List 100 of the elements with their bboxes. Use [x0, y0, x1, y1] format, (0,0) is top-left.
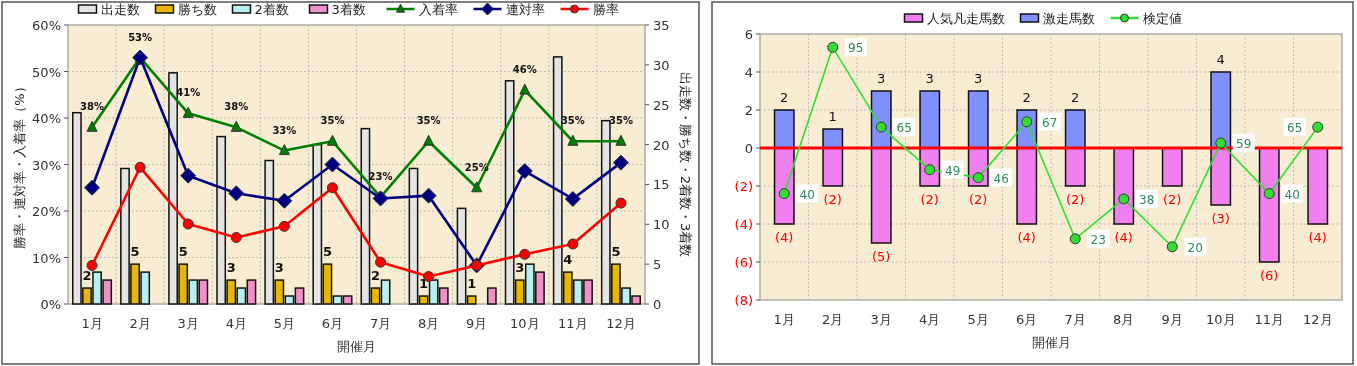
data-label: 65	[896, 121, 912, 136]
bar	[1161, 147, 1183, 187]
point	[230, 120, 242, 132]
bar	[870, 147, 892, 244]
y2-tick-label: 5	[653, 257, 662, 273]
point	[326, 182, 338, 194]
x-tick-label: 1月	[773, 312, 795, 327]
data-label: 23%	[368, 171, 393, 183]
data-label: (4)	[1114, 230, 1133, 245]
data-label: 35%	[608, 115, 633, 127]
data-label: (4)	[1308, 230, 1327, 245]
point	[615, 197, 627, 209]
bar	[1064, 147, 1086, 187]
point	[519, 248, 531, 260]
y-tick-label: 10%	[32, 250, 61, 266]
data-label: 1	[419, 276, 429, 292]
data-label: 4	[1216, 52, 1225, 67]
y-tick-label: (4)	[734, 217, 753, 232]
data-label: 38	[1139, 192, 1155, 207]
x-tick-label: 10月	[1205, 312, 1236, 327]
point	[182, 106, 194, 118]
data-label: 5	[130, 244, 140, 260]
x-tick-label: 12月	[606, 316, 636, 331]
point	[1312, 121, 1324, 133]
point	[86, 120, 98, 132]
data-label: 67	[1042, 115, 1058, 130]
point	[230, 232, 242, 244]
point	[372, 190, 389, 207]
y-tick-label: (2)	[734, 179, 753, 194]
point	[516, 163, 533, 180]
bar	[1258, 147, 1280, 263]
legend-label: 検定値	[1142, 11, 1182, 26]
x-tick-label: 11月	[1254, 312, 1285, 327]
y-axis-title: 勝率・連対率・入着率（%）	[12, 80, 27, 249]
y-tick-label: 20%	[32, 204, 61, 219]
data-label: 46	[993, 171, 1009, 186]
data-label: 59	[1236, 137, 1252, 152]
x-tick-label: 9月	[466, 316, 488, 331]
bar	[773, 109, 795, 149]
data-label: 35%	[320, 115, 345, 127]
y-tick-label: (8)	[734, 293, 753, 308]
point	[778, 188, 790, 200]
point	[134, 161, 146, 173]
y2-tick-label: 25	[653, 97, 670, 113]
y2-tick-label: 15	[653, 177, 670, 193]
point	[326, 134, 338, 146]
data-label: 38%	[224, 101, 249, 113]
legend-label: 入着率	[418, 2, 458, 17]
x-tick-label: 2月	[129, 316, 151, 331]
data-label: (4)	[775, 230, 794, 245]
point	[1166, 241, 1178, 253]
point	[375, 256, 387, 268]
point	[615, 134, 627, 146]
data-label: 2	[370, 268, 381, 284]
data-label: 53%	[128, 31, 153, 43]
data-label: (2)	[920, 192, 939, 207]
point	[324, 156, 341, 173]
data-label: 2	[1071, 90, 1080, 105]
data-label: (2)	[823, 192, 842, 207]
point	[519, 83, 531, 95]
point	[875, 121, 887, 133]
y-tick-label: 4	[744, 65, 753, 80]
bar	[967, 90, 989, 149]
point	[1118, 193, 1130, 205]
y2-tick-label: 0	[653, 297, 662, 312]
y2-axis-title: 出走数・勝ち数・2着数・3着数	[678, 71, 693, 258]
data-label: 49	[945, 163, 961, 178]
point	[612, 154, 629, 171]
point	[228, 185, 245, 202]
bar	[1210, 147, 1232, 206]
point	[1215, 137, 1227, 149]
data-label: 3	[925, 71, 934, 86]
point	[1069, 233, 1081, 245]
data-label: 20	[1187, 240, 1203, 255]
x-tick-label: 5月	[273, 316, 296, 331]
point	[278, 144, 290, 156]
x-tick-label: 5月	[967, 312, 989, 327]
x-tick-label: 8月	[417, 316, 440, 331]
y2-tick-label: 20	[653, 137, 670, 153]
bar	[822, 147, 844, 187]
data-label: (2)	[969, 192, 988, 207]
legend-label: 連対率	[505, 2, 545, 17]
data-label: (2)	[1163, 192, 1182, 207]
x-tick-label: 2月	[822, 312, 844, 327]
y2-tick-label: 10	[653, 217, 670, 233]
x-tick-label: 6月	[321, 316, 344, 331]
x-tick-label: 4月	[225, 316, 247, 331]
data-label: 5	[322, 244, 332, 260]
x-axis-title: 開催月	[1031, 335, 1071, 350]
bar	[1210, 71, 1232, 149]
y-tick-label: 6	[744, 27, 753, 42]
data-label: 95	[848, 41, 864, 56]
x-tick-label: 11月	[558, 316, 588, 331]
data-label: 1	[467, 276, 477, 292]
data-label: 1	[828, 109, 837, 124]
legend-label: 人気凡走馬数	[926, 11, 1005, 26]
point	[827, 41, 839, 53]
data-label: (6)	[1260, 268, 1279, 283]
x-tick-label: 7月	[1064, 312, 1086, 327]
y-tick-label: 40%	[32, 111, 61, 126]
